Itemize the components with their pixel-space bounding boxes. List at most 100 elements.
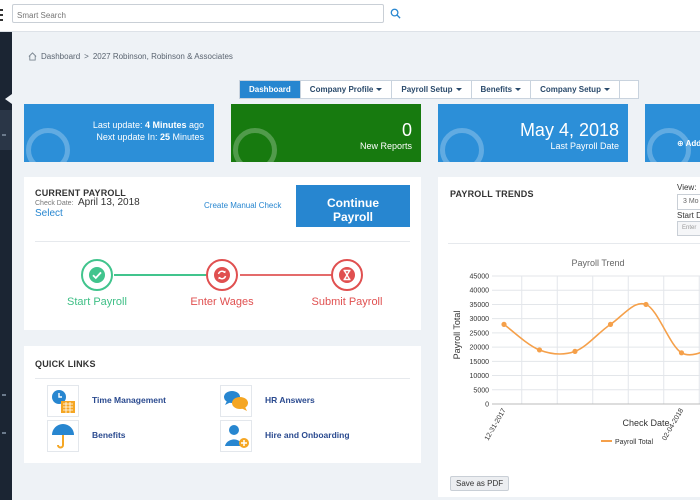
umbrella-icon[interactable]	[47, 420, 79, 452]
add-user-icon[interactable]	[220, 420, 252, 452]
step-label-submit-payroll[interactable]: Submit Payroll	[311, 296, 383, 308]
breadcrumb-company: 2027 Robinson, Robinson & Associates	[92, 52, 233, 61]
continue-payroll-button[interactable]: Continue Payroll	[296, 185, 410, 227]
chart-x-tick-label: 12-31-2017	[484, 407, 508, 442]
quick-links-title: QUICK LINKS	[35, 359, 96, 369]
chart-data-point[interactable]	[572, 348, 578, 354]
start-date-input[interactable]: Enter	[677, 221, 700, 236]
select-link[interactable]: Select	[35, 208, 63, 219]
quick-link-time-management[interactable]: Time Management	[92, 395, 167, 405]
refresh-icon	[214, 267, 230, 283]
sidebar	[0, 32, 12, 500]
hourglass-icon	[339, 267, 355, 283]
quick-links-panel: QUICK LINKS Time Management HR Answers B…	[24, 346, 421, 463]
chart-data-point[interactable]	[678, 350, 685, 356]
sidebar-active-indicator	[5, 94, 12, 104]
tab-dashboard[interactable]: Dashboard	[240, 81, 301, 98]
tab-payroll-setup[interactable]: Payroll Setup	[392, 81, 472, 98]
new-reports-card[interactable]: 0 New Reports	[231, 104, 421, 162]
chart-legend: Payroll Total	[601, 439, 653, 446]
chevron-down-icon	[515, 88, 522, 92]
add-button[interactable]: ⊕ Add	[677, 139, 700, 148]
hr-answers-icon[interactable]	[220, 385, 252, 417]
step-submit-payroll[interactable]	[331, 259, 363, 291]
tab-navigation: Dashboard Company Profile Payroll Setup …	[239, 80, 639, 99]
chart-data-point[interactable]	[607, 321, 614, 327]
chevron-down-icon	[455, 88, 462, 92]
divider	[35, 378, 410, 379]
quick-link-benefits[interactable]: Benefits	[92, 430, 126, 440]
step-start-payroll[interactable]	[81, 259, 113, 291]
breadcrumb-separator: >	[84, 52, 89, 61]
divider	[448, 243, 700, 244]
top-bar	[0, 0, 700, 32]
current-payroll-panel: CURRENT PAYROLL Check Date: April 13, 20…	[24, 177, 421, 330]
search-icon[interactable]	[390, 8, 401, 19]
sidebar-item[interactable]	[2, 134, 6, 136]
breadcrumb-home[interactable]: Dashboard	[41, 52, 81, 61]
time-management-icon[interactable]	[47, 385, 79, 417]
clock-icon	[26, 128, 70, 162]
update-status-card: Last update: 4 Minutes ago Next update I…	[24, 104, 214, 162]
step-label-enter-wages[interactable]: Enter Wages	[190, 296, 254, 308]
chart-y-tick-label: 0	[485, 402, 489, 409]
chart-data-point[interactable]	[643, 301, 649, 308]
divider	[35, 241, 410, 242]
chart-y-tick-label: 20000	[470, 345, 490, 352]
tab-company-setup[interactable]: Company Setup	[531, 81, 620, 98]
chart-y-tick-label: 15000	[470, 359, 490, 366]
search-input[interactable]	[12, 4, 384, 23]
chevron-down-icon	[603, 88, 610, 92]
create-manual-check-link[interactable]: Create Manual Check	[204, 201, 282, 210]
step-enter-wages[interactable]	[206, 259, 238, 291]
sidebar-item[interactable]	[2, 394, 6, 396]
step-connector	[240, 274, 347, 276]
new-reports-count: 0	[401, 120, 412, 140]
chart-series	[501, 301, 700, 356]
last-update-text: Last update: 4 Minutes ago	[92, 120, 204, 130]
home-icon[interactable]	[28, 52, 37, 61]
chart-y-tick-label: 10000	[470, 373, 490, 380]
legend-label: Payroll Total	[615, 439, 653, 446]
save-as-pdf-button[interactable]: Save as PDF	[450, 476, 510, 491]
tab-company-profile[interactable]: Company Profile	[301, 81, 393, 98]
current-payroll-title: CURRENT PAYROLL	[35, 188, 127, 198]
check-date-label: Check Date:	[35, 200, 74, 207]
tab-benefits[interactable]: Benefits	[472, 81, 532, 98]
step-connector	[114, 274, 224, 276]
check-icon	[89, 267, 105, 283]
payroll-trends-panel: PAYROLL TRENDS View: 3 Mo Start D Enter …	[438, 177, 700, 497]
chart-grid	[492, 275, 700, 405]
sidebar-item[interactable]	[2, 432, 6, 434]
quick-link-hire-and-onboarding[interactable]: Hire and Onboarding	[265, 430, 350, 440]
next-update-text: Next update In: 25 Minutes	[96, 132, 204, 142]
step-label-start-payroll[interactable]: Start Payroll	[67, 296, 127, 308]
check-date-value: April 13, 2018	[78, 197, 140, 208]
sidebar-item-dashboard[interactable]	[0, 110, 12, 150]
quick-link-hr-answers[interactable]: HR Answers	[265, 395, 315, 405]
chart-y-tick-label: 25000	[470, 330, 490, 337]
breadcrumb: Dashboard > 2027 Robinson, Robinson & As…	[28, 52, 233, 61]
payroll-trend-chart: Payroll Trend Payroll Total Check Date 4…	[452, 258, 700, 446]
chart-y-tick-label: 35000	[470, 302, 490, 309]
chart-y-tick-label: 30000	[470, 316, 490, 323]
chart-title: Payroll Trend	[571, 258, 624, 268]
chart-x-axis-label: Check Date	[622, 418, 669, 428]
chart-data-point[interactable]	[501, 321, 507, 327]
last-payroll-date: May 4, 2018	[519, 120, 619, 140]
tab-extra[interactable]	[620, 81, 638, 98]
chart-data-point[interactable]	[536, 347, 543, 353]
chart-y-axis-label: Payroll Total	[452, 311, 462, 360]
plus-icon: ⊕	[677, 139, 684, 148]
clock-icon	[440, 128, 484, 162]
start-date-label: Start D	[677, 211, 700, 220]
payroll-trends-title: PAYROLL TRENDS	[450, 189, 534, 199]
chart-y-tick-label: 45000	[470, 274, 490, 281]
add-card[interactable]: ⊕ Add	[645, 104, 700, 162]
view-select[interactable]: 3 Mo	[677, 194, 700, 210]
chart-y-ticks: 45000 40000 35000 30000 25000 20000 15000 10000…	[470, 274, 490, 409]
download-icon	[233, 128, 277, 162]
chart-y-tick-label: 5000	[473, 387, 489, 394]
menu-icon[interactable]	[0, 9, 3, 21]
last-payroll-date-label: Last Payroll Date	[550, 141, 619, 151]
